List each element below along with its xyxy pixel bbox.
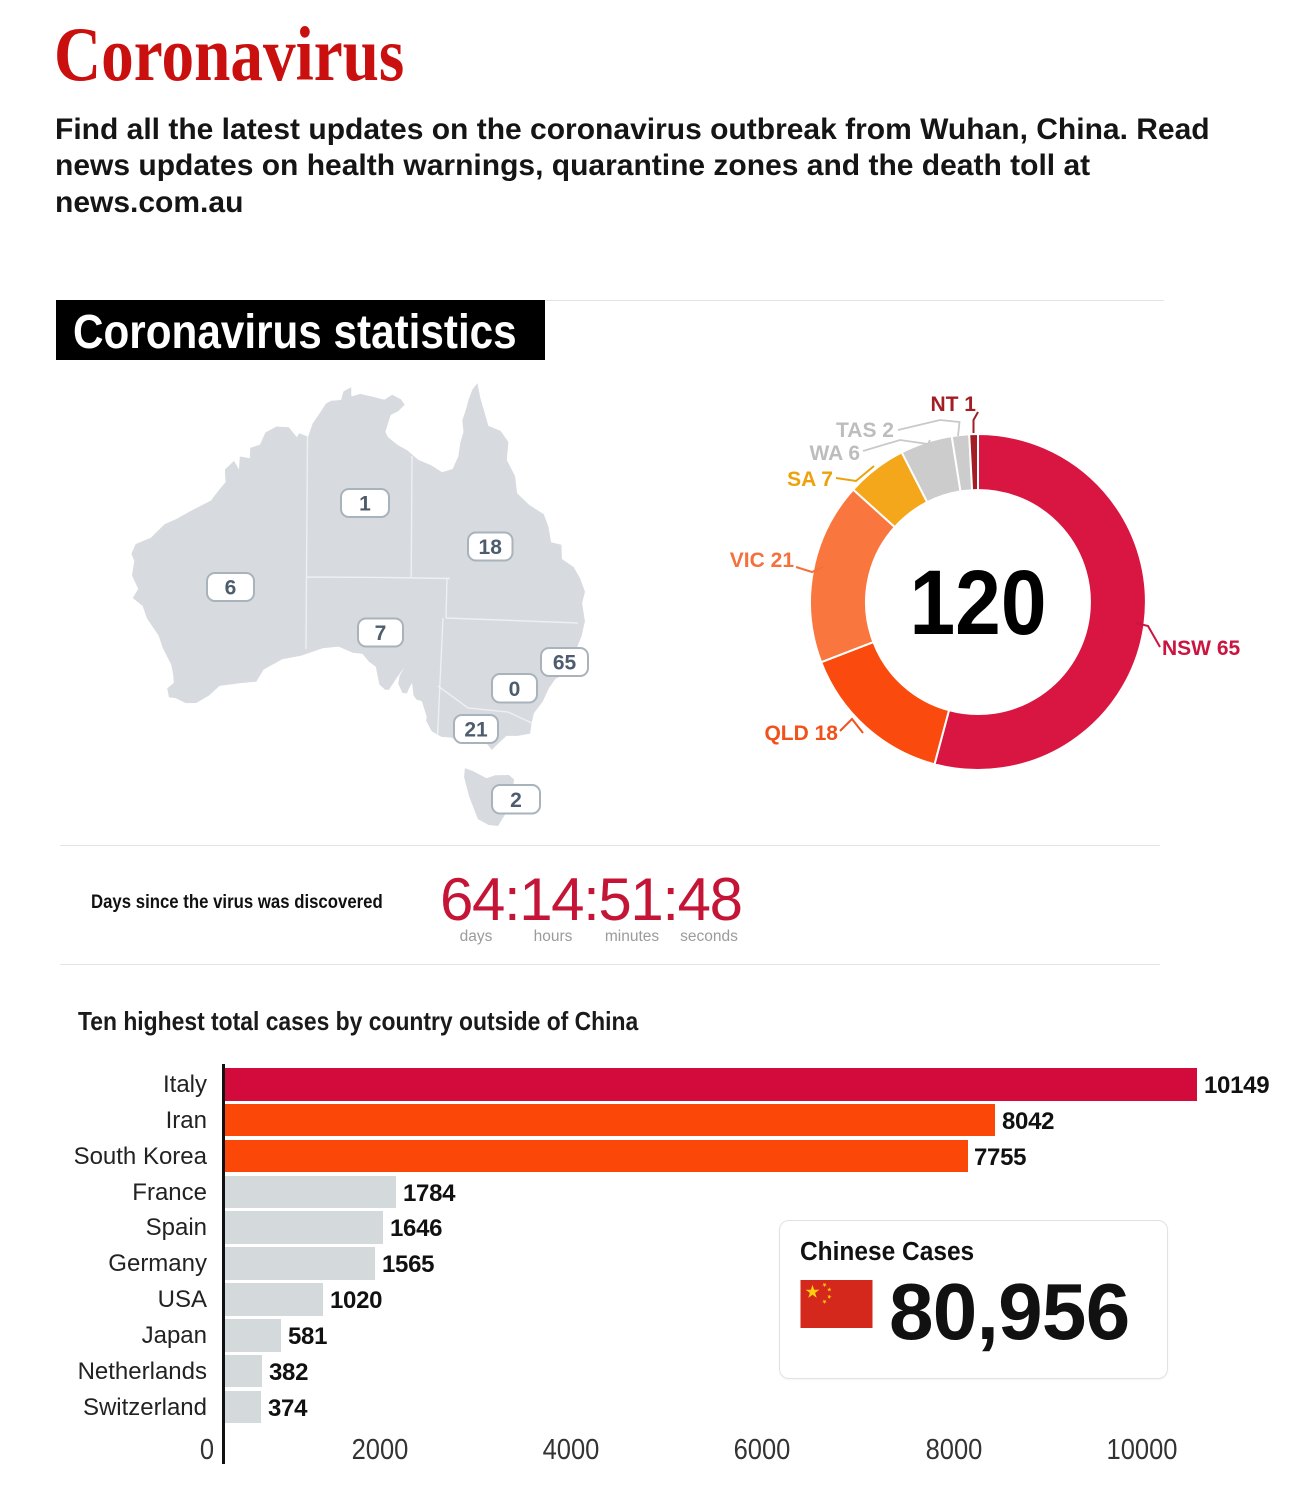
svg-text:6: 6 xyxy=(225,577,237,600)
svg-text:120: 120 xyxy=(910,552,1047,654)
svg-text:VIC 21: VIC 21 xyxy=(730,549,795,572)
svg-text:18: 18 xyxy=(479,536,503,559)
svg-text:1: 1 xyxy=(359,493,371,516)
svg-text:WA 6: WA 6 xyxy=(809,442,860,465)
svg-text:QLD 18: QLD 18 xyxy=(764,722,838,745)
svg-text:2: 2 xyxy=(510,789,522,812)
svg-text:TAS 2: TAS 2 xyxy=(836,419,894,442)
svg-text:21: 21 xyxy=(464,719,488,742)
svg-text:NT 1: NT 1 xyxy=(930,393,976,416)
svg-text:65: 65 xyxy=(553,652,577,675)
svg-text:7: 7 xyxy=(375,622,387,645)
svg-text:SA 7: SA 7 xyxy=(787,468,833,491)
svg-text:0: 0 xyxy=(509,678,521,701)
svg-text:NSW 65: NSW 65 xyxy=(1162,637,1241,660)
